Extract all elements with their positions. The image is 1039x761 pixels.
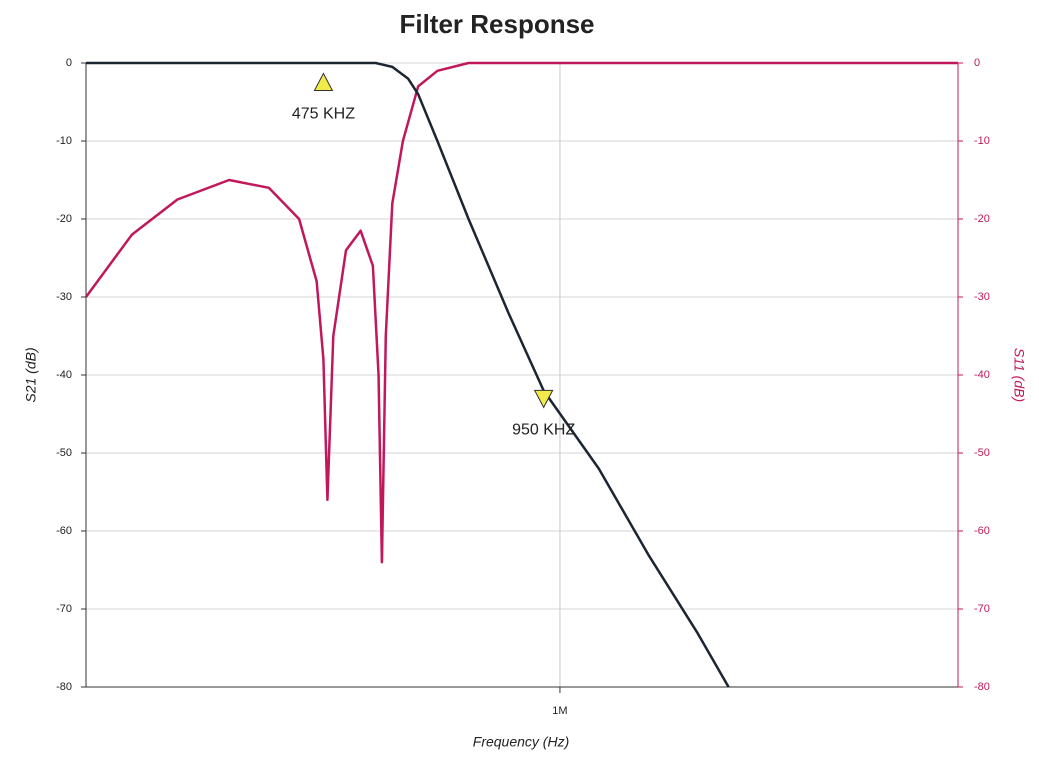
y-tick-label: -30 bbox=[56, 291, 72, 303]
x-tick-label: 1M bbox=[552, 705, 567, 717]
y-tick-label: -10 bbox=[56, 135, 72, 147]
series-line bbox=[86, 61, 730, 688]
y-tick-label: -40 bbox=[56, 369, 72, 381]
y2-tick-label: 0 bbox=[974, 57, 980, 69]
y2-tick-label: -30 bbox=[974, 291, 990, 303]
y-tick-label: -20 bbox=[56, 213, 72, 225]
marker bbox=[533, 389, 554, 409]
y2-tick-label: -20 bbox=[974, 213, 990, 225]
marker-label: 475 KHZ bbox=[292, 106, 355, 123]
y-tick-label: -50 bbox=[56, 447, 72, 459]
marker bbox=[313, 72, 334, 91]
chart-title: Filter Response bbox=[399, 9, 594, 39]
y2-tick-label: -80 bbox=[974, 681, 990, 693]
marker-label: 950 KHZ bbox=[512, 422, 575, 439]
y-tick-label: 0 bbox=[66, 57, 72, 69]
y2-tick-label: -40 bbox=[974, 369, 990, 381]
y-tick-label: -60 bbox=[56, 525, 72, 537]
y-axis-label: S21 (dB) bbox=[23, 347, 39, 402]
y2-tick-label: -60 bbox=[974, 525, 990, 537]
y-tick-label: -70 bbox=[56, 603, 72, 615]
y2-tick-label: -70 bbox=[974, 603, 990, 615]
series-line bbox=[84, 61, 958, 564]
x-axis-label: Frequency (Hz) bbox=[473, 734, 569, 750]
y2-tick-label: -50 bbox=[974, 447, 990, 459]
y2-tick-label: -10 bbox=[974, 135, 990, 147]
y-tick-label: -80 bbox=[56, 681, 72, 693]
y2-axis-label: S11 (dB) bbox=[1011, 348, 1027, 402]
